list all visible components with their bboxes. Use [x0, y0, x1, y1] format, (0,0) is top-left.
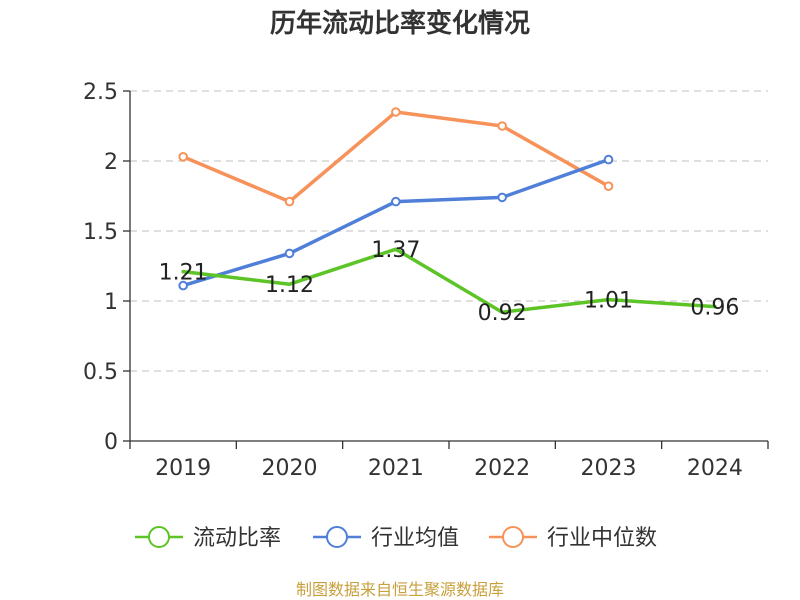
- legend[interactable]: 流动比率 行业均值 行业中位数: [135, 526, 657, 551]
- legend-marker-icon: [148, 526, 170, 548]
- data-label: 1.01: [584, 289, 633, 314]
- data-label: 0.96: [690, 296, 739, 321]
- legend-item-0[interactable]: 流动比率: [135, 526, 281, 551]
- data-labels: 1.21 1.12 1.37 0.92 1.01 0.96: [159, 238, 740, 326]
- data-point-marker: [497, 121, 507, 131]
- data-point-marker: [603, 154, 614, 165]
- chart-title: 历年流动比率变化情况: [270, 8, 530, 39]
- x-tick-label: 2021: [368, 456, 424, 481]
- data-point-marker: [178, 152, 188, 162]
- y-tick-label: 1.5: [83, 220, 118, 245]
- y-tick-label: 2: [104, 150, 118, 175]
- source-note: 制图数据来自恒生聚源数据库: [296, 580, 504, 599]
- data-point-marker: [284, 196, 295, 207]
- x-tick-label: 2019: [155, 456, 211, 481]
- data-label: 0.92: [478, 301, 527, 326]
- y-tick-label: 0.5: [83, 360, 118, 385]
- data-point-marker: [603, 181, 614, 191]
- legend-item-2[interactable]: 行业中位数: [489, 526, 657, 551]
- legend-marker-icon: [326, 526, 348, 548]
- series-line-2: [181, 110, 611, 204]
- series-group: [178, 107, 717, 314]
- data-point-marker: [391, 196, 401, 207]
- x-tick-label: 2020: [262, 456, 318, 481]
- data-label: 1.37: [371, 238, 420, 263]
- legend-label: 行业均值: [371, 526, 459, 551]
- x-tick-label: 2022: [474, 456, 530, 481]
- data-point-marker: [497, 192, 507, 203]
- series-line-1: [181, 157, 611, 288]
- y-tick-label: 2.5: [83, 80, 118, 105]
- legend-label: 行业中位数: [547, 526, 657, 551]
- data-label: 1.21: [159, 261, 208, 286]
- data-point-marker: [391, 107, 401, 117]
- legend-label: 流动比率: [193, 526, 281, 551]
- data-point-marker: [284, 248, 295, 259]
- data-point-marker: [178, 280, 188, 291]
- data-label: 1.12: [265, 273, 314, 298]
- legend-item-1[interactable]: 行业均值: [313, 526, 459, 551]
- y-tick-label: 0: [104, 430, 118, 455]
- series-line-0: [181, 247, 717, 314]
- grid: [130, 90, 768, 372]
- legend-marker-icon: [502, 526, 524, 548]
- axes: 0 0.5 1 1.5 2 2.5 2019 2020 2021 2022 2023 2024: [83, 80, 769, 481]
- x-tick-label: 2024: [687, 456, 743, 481]
- x-tick-label: 2023: [581, 456, 637, 481]
- y-tick-label: 1: [104, 290, 118, 315]
